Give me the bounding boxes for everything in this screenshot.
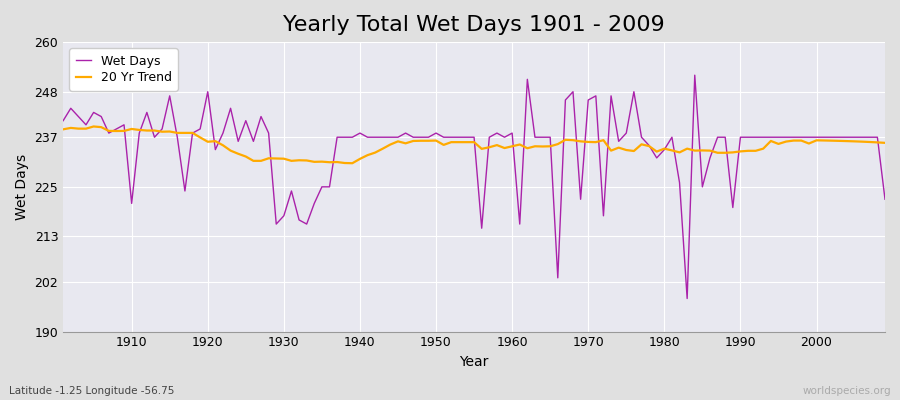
Wet Days — [689, 73, 700, 78]
Wet Days — [119, 122, 130, 127]
X-axis label: Year: Year — [459, 355, 489, 369]
Legend: Wet Days, 20 Yr Trend: Wet Days, 20 Yr Trend — [69, 48, 178, 91]
20 Yr Trend — [88, 124, 99, 129]
Wet Days — [58, 118, 68, 123]
Text: Latitude -1.25 Longitude -56.75: Latitude -1.25 Longitude -56.75 — [9, 386, 175, 396]
Wet Days — [500, 135, 510, 140]
20 Yr Trend — [522, 146, 533, 151]
20 Yr Trend — [514, 142, 525, 147]
Wet Days — [332, 135, 343, 140]
Wet Days — [507, 131, 517, 136]
Line: Wet Days: Wet Days — [63, 75, 885, 298]
Y-axis label: Wet Days: Wet Days — [15, 154, 29, 220]
20 Yr Trend — [879, 140, 890, 145]
20 Yr Trend — [58, 127, 68, 132]
Line: 20 Yr Trend: 20 Yr Trend — [63, 126, 885, 163]
Wet Days — [879, 197, 890, 202]
Wet Days — [682, 296, 693, 301]
Wet Days — [286, 188, 297, 193]
20 Yr Trend — [339, 161, 350, 166]
20 Yr Trend — [613, 145, 624, 150]
Wet Days — [598, 213, 608, 218]
Title: Yearly Total Wet Days 1901 - 2009: Yearly Total Wet Days 1901 - 2009 — [284, 15, 665, 35]
20 Yr Trend — [126, 126, 137, 131]
20 Yr Trend — [346, 161, 357, 166]
Text: worldspecies.org: worldspecies.org — [803, 386, 891, 396]
20 Yr Trend — [293, 158, 304, 163]
